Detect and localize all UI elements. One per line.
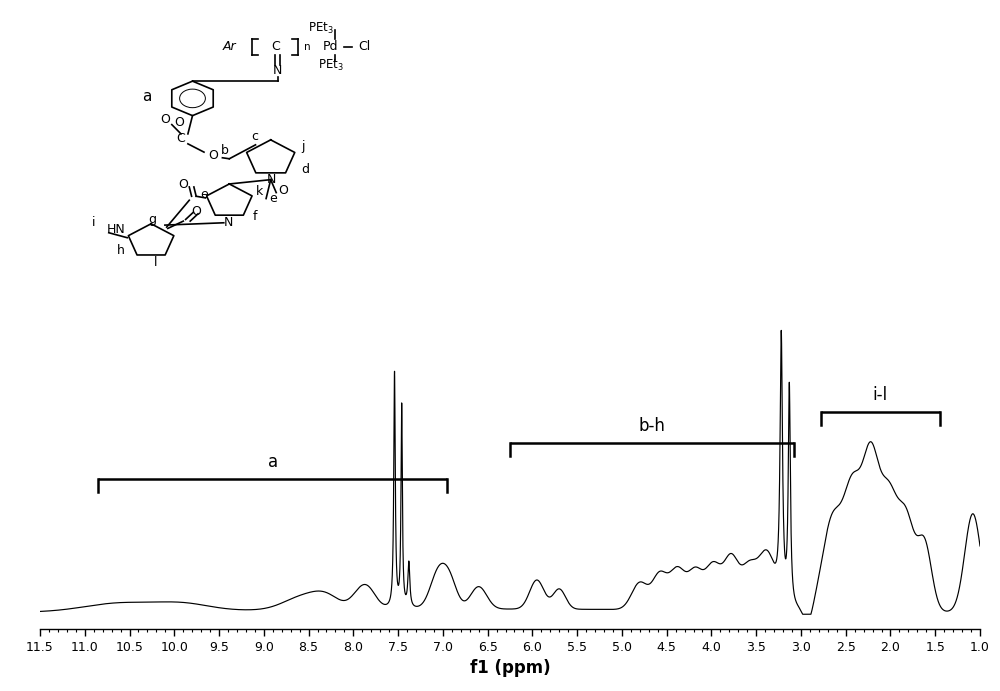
Text: Pd: Pd (323, 41, 338, 53)
Text: N: N (273, 64, 282, 77)
Text: O: O (279, 184, 289, 197)
Text: g: g (148, 213, 156, 226)
Text: O: O (178, 178, 188, 191)
Text: C: C (177, 133, 185, 145)
Text: Cl: Cl (358, 41, 370, 53)
Text: Ar: Ar (222, 41, 236, 53)
Text: a: a (142, 89, 151, 104)
Text: HN: HN (107, 223, 126, 236)
Text: O: O (174, 117, 184, 129)
Text: d: d (301, 163, 309, 176)
Text: N: N (224, 216, 233, 229)
Text: b: b (221, 144, 229, 157)
Text: PEt$_3$: PEt$_3$ (308, 21, 334, 37)
Text: i-l: i-l (873, 386, 888, 404)
X-axis label: f1 (ppm): f1 (ppm) (470, 659, 550, 677)
Text: f: f (252, 209, 257, 223)
Text: k: k (256, 184, 263, 198)
Text: b-h: b-h (638, 417, 665, 435)
Text: e: e (269, 192, 277, 205)
Text: PEt$_3$: PEt$_3$ (318, 57, 343, 73)
Text: l: l (154, 256, 157, 269)
Text: c: c (251, 130, 258, 143)
Text: e: e (200, 188, 208, 201)
Text: j: j (301, 140, 305, 153)
Text: O: O (208, 149, 218, 162)
Text: O: O (160, 113, 170, 126)
Text: a: a (268, 453, 278, 471)
Text: C: C (271, 41, 280, 53)
Text: N: N (267, 173, 276, 186)
Text: i: i (92, 216, 95, 229)
Text: h: h (117, 245, 125, 258)
Text: O: O (191, 205, 201, 218)
Text: n: n (304, 42, 311, 52)
